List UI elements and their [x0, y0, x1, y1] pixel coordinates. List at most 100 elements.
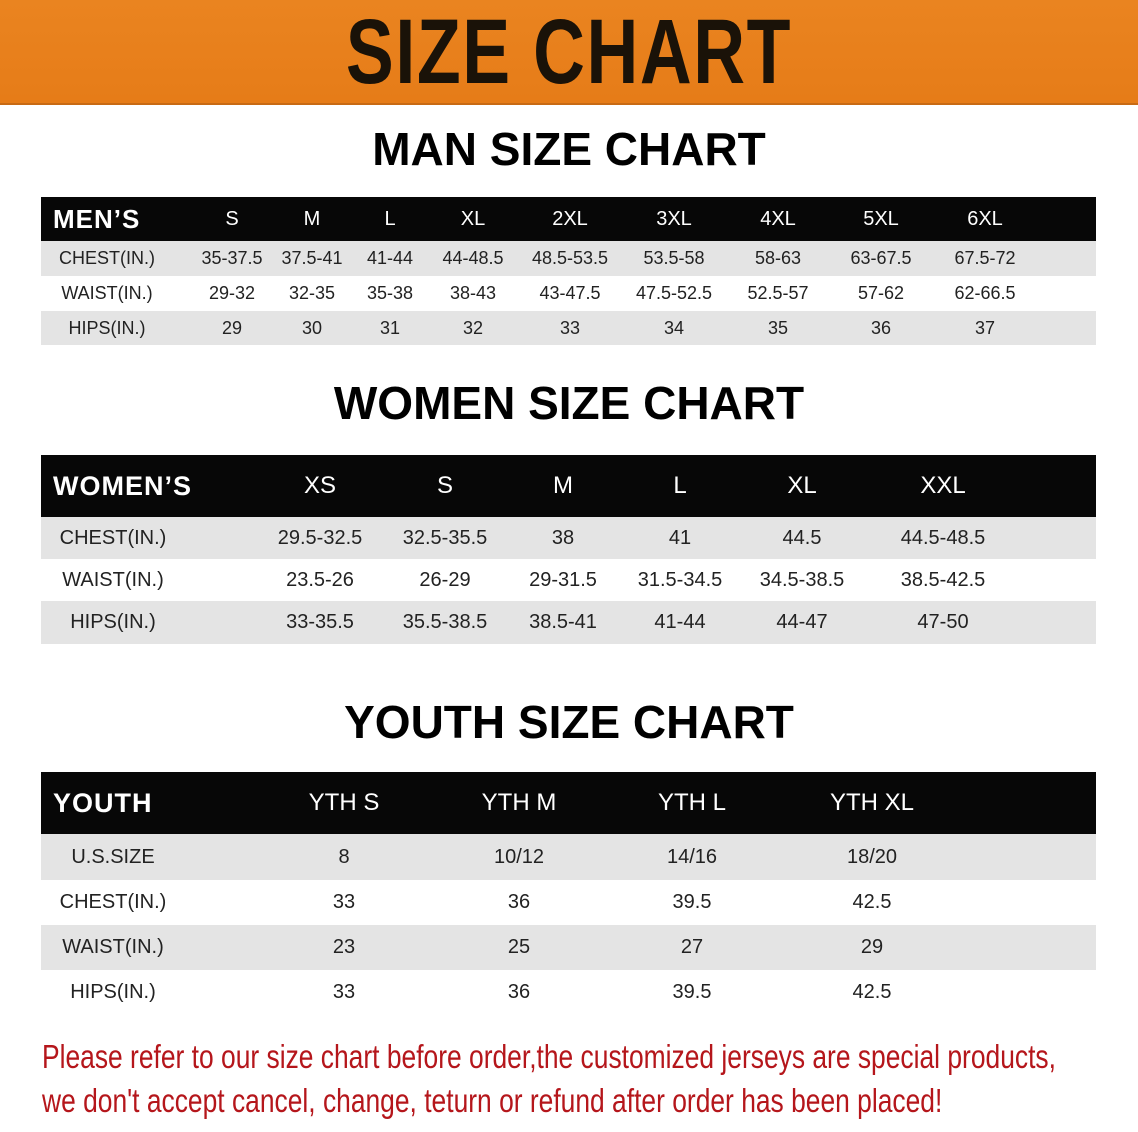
size-chart-banner: SIZE CHART	[0, 0, 1138, 105]
men-header-label: MEN’S	[53, 204, 141, 234]
table-cell: 18/20	[846, 846, 898, 868]
youth-section-title: YOUTH SIZE CHART	[344, 696, 794, 748]
table-row: CHEST(IN.) 33 36 39.5 42.5	[41, 880, 1096, 925]
size-header-yth-xl: YTH XL	[829, 789, 915, 816]
table-cell: 29.5-32.5	[277, 527, 363, 549]
table-cell: 44.5	[782, 527, 822, 549]
table-row: U.S.SIZE 8 10/12 14/16 18/20	[41, 834, 1096, 880]
row-label: U.S.SIZE	[71, 846, 155, 868]
table-cell: 31.5-34.5	[637, 569, 723, 591]
size-header-yth-l: YTH L	[657, 789, 727, 816]
table-cell: 67.5-72	[954, 248, 1016, 268]
size-header-m: M	[553, 472, 573, 499]
size-header-m: M	[303, 208, 321, 230]
table-cell: 44-48.5	[442, 248, 504, 268]
table-cell: 25	[507, 936, 531, 958]
row-label: CHEST(IN.)	[59, 527, 167, 549]
table-cell: 35	[767, 318, 789, 338]
table-cell: 43-47.5	[539, 283, 601, 303]
table-cell: 29-31.5	[529, 569, 597, 591]
table-cell: 34.5-38.5	[759, 569, 845, 591]
table-row: WAIST(IN.) 29-32 32-35 35-38 38-43 43-47.5 47.…	[41, 276, 1096, 311]
youth-header-label: YOUTH	[53, 788, 153, 818]
table-cell: 36	[507, 981, 531, 1003]
table-cell: 41-44	[366, 248, 414, 268]
table-cell: 36	[870, 318, 892, 338]
size-header-yth-s: YTH S	[308, 789, 380, 816]
table-cell: 35-38	[366, 283, 414, 303]
table-cell: 38-43	[449, 283, 497, 303]
size-header-l: L	[384, 208, 396, 230]
table-cell: 38	[551, 527, 575, 549]
row-label: CHEST(IN.)	[59, 248, 155, 268]
size-header-s: S	[436, 472, 454, 499]
table-cell: 41-44	[654, 611, 706, 633]
men-size-table: MEN’S S M L XL 2XL 3XL 4XL 5XL 6XL CHEST(IN.) 35-37…	[41, 197, 1096, 345]
table-cell: 33	[559, 318, 581, 338]
table-cell: 37	[974, 318, 996, 338]
row-label: CHEST(IN.)	[59, 891, 167, 913]
table-cell: 39.5	[672, 981, 712, 1003]
table-row: CHEST(IN.) 35-37.5 37.5-41 41-44 44-48.5 48.5…	[41, 241, 1096, 276]
table-cell: 39.5	[672, 891, 712, 913]
table-cell: 42.5	[852, 981, 892, 1003]
table-cell: 23	[332, 936, 356, 958]
table-cell: 52.5-57	[747, 283, 809, 303]
size-header-5xl: 5XL	[863, 208, 899, 230]
table-cell: 26-29	[419, 569, 471, 591]
table-cell: 30	[301, 318, 323, 338]
size-header-xs: XS	[303, 472, 337, 499]
table-cell: 14/16	[666, 846, 718, 868]
table-cell: 32-35	[288, 283, 336, 303]
size-header-4xl: 4XL	[760, 208, 796, 230]
table-row: WAIST(IN.) 23 25 27 29	[41, 925, 1096, 970]
table-row: HIPS(IN.) 29 30 31 32 33 34 35 36 37	[41, 311, 1096, 345]
table-cell: 44.5-48.5	[900, 527, 986, 549]
banner-title: SIZE CHART	[345, 1, 793, 103]
size-header-s: S	[225, 208, 239, 230]
women-header-row: WOMEN’S XS S M L XL XXL	[41, 455, 1096, 517]
table-cell: 47.5-52.5	[635, 283, 713, 303]
footer-notice-line-2: we don't accept cancel, change, teturn o…	[42, 1082, 943, 1119]
table-cell: 36	[507, 891, 531, 913]
size-header-yth-m: YTH M	[481, 789, 557, 816]
table-cell: 47-50	[917, 611, 969, 633]
table-cell: 34	[663, 318, 685, 338]
row-label: HIPS(IN.)	[68, 318, 146, 338]
table-cell: 58-63	[754, 248, 802, 268]
table-cell: 38.5-41	[529, 611, 597, 633]
row-label: WAIST(IN.)	[62, 569, 164, 591]
size-header-l: L	[673, 472, 687, 499]
table-cell: 33	[332, 981, 356, 1003]
size-header-xxl: XXL	[920, 472, 966, 499]
row-label: HIPS(IN.)	[70, 981, 156, 1003]
table-cell: 53.5-58	[643, 248, 705, 268]
table-cell: 38.5-42.5	[900, 569, 986, 591]
table-cell: 27	[680, 936, 704, 958]
table-cell: 8	[338, 846, 350, 868]
women-section-title: WOMEN SIZE CHART	[333, 377, 805, 429]
size-header-xl: XL	[787, 472, 817, 499]
table-cell: 31	[379, 318, 401, 338]
row-label: HIPS(IN.)	[70, 611, 156, 633]
table-cell: 33	[332, 891, 356, 913]
table-cell: 35.5-38.5	[402, 611, 488, 633]
table-cell: 32.5-35.5	[402, 527, 488, 549]
table-cell: 29-32	[208, 283, 256, 303]
table-cell: 33-35.5	[286, 611, 354, 633]
youth-size-table: YOUTH YTH S YTH M YTH L YTH XL U.S.SIZE 8 10/12…	[41, 772, 1096, 1015]
table-cell: 57-62	[857, 283, 905, 303]
table-row: HIPS(IN.) 33-35.5 35.5-38.5 38.5-41 41-44 44-…	[41, 601, 1096, 644]
table-cell: 63-67.5	[850, 248, 912, 268]
table-row: WAIST(IN.) 23.5-26 26-29 29-31.5 31.5-34.5 34…	[41, 559, 1096, 601]
size-header-3xl: 3XL	[656, 208, 692, 230]
table-cell: 10/12	[493, 846, 545, 868]
men-header-row: MEN’S S M L XL 2XL 3XL 4XL 5XL 6XL	[41, 197, 1096, 241]
table-row: HIPS(IN.) 33 36 39.5 42.5	[41, 970, 1096, 1015]
women-header-label: WOMEN’S	[53, 471, 192, 501]
size-header-2xl: 2XL	[552, 208, 588, 230]
table-cell: 48.5-53.5	[531, 248, 609, 268]
size-header-6xl: 6XL	[967, 208, 1003, 230]
table-cell: 37.5-41	[281, 248, 343, 268]
size-header-xl: XL	[460, 208, 486, 230]
